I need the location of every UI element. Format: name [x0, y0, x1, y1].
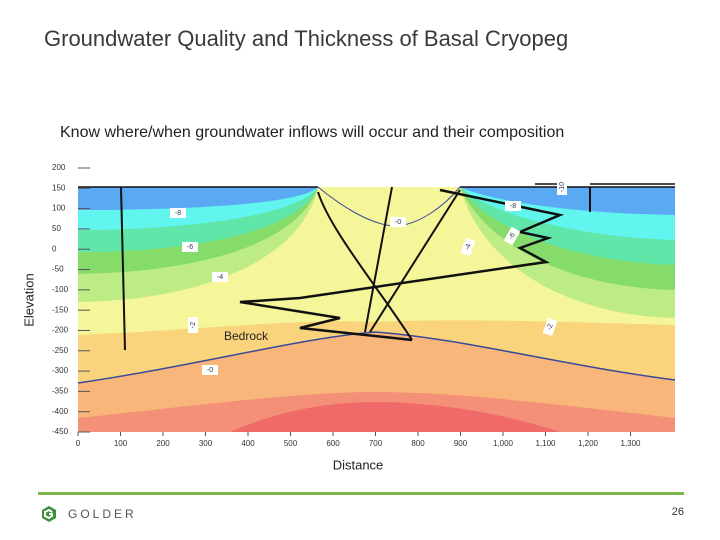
contour-label: -8: [170, 208, 186, 218]
well-trace: [369, 189, 461, 333]
label-box: [390, 217, 406, 227]
wells: [78, 183, 675, 351]
y-tick-label: -350: [52, 386, 69, 395]
contour-value: -10: [559, 182, 566, 192]
well-trace: [239, 188, 565, 342]
x-tick-label: 1,000: [493, 439, 514, 448]
contour-value: -6: [508, 232, 517, 241]
y-tick-label: -150: [52, 305, 69, 314]
contour-label: Bedrock: [224, 329, 269, 343]
contour-label: -8: [505, 201, 521, 211]
y-tick-label: -200: [52, 326, 69, 335]
x-tick-label: 1,300: [620, 439, 641, 448]
x-tick-label: 1,200: [578, 439, 599, 448]
contour-label: -0: [202, 365, 218, 375]
y-tick-label: -100: [52, 285, 69, 294]
label-box: [212, 272, 228, 282]
x-tick-label: 300: [199, 439, 213, 448]
logo-icon: [42, 506, 56, 522]
y-tick-label: 200: [52, 163, 66, 172]
footer-rule: [38, 492, 684, 495]
contour-label: -4: [212, 272, 228, 282]
contour-value: -6: [187, 244, 193, 251]
y-tick-label: -50: [52, 265, 64, 274]
contour-value: -4: [464, 243, 473, 251]
contour-line: [77, 331, 676, 384]
x-tick-label: 400: [241, 439, 255, 448]
label-box: [188, 317, 198, 333]
contour-label: -6: [182, 242, 198, 252]
contour-value: -8: [175, 210, 181, 217]
x-tick-label: 500: [284, 439, 298, 448]
page-number: 26: [671, 506, 684, 518]
well-trace: [317, 191, 413, 341]
contour-value: -2: [546, 323, 555, 331]
slide-subtitle: Know where/when groundwater inflows will…: [60, 124, 565, 141]
well-trace: [364, 186, 393, 333]
contour-value: -4: [217, 274, 223, 281]
label-box: [170, 208, 186, 218]
well-trace: [120, 186, 126, 351]
x-tick-label: 700: [369, 439, 383, 448]
x-tick-label: 0: [76, 439, 81, 448]
logo-text: GOLDER: [68, 507, 137, 521]
band: [460, 187, 675, 215]
x-tick-label: 1,100: [535, 439, 556, 448]
y-tick-label: 100: [52, 204, 66, 213]
chart: Elevation Distance 200150100500-50-100-1…: [21, 163, 676, 472]
band: [78, 187, 318, 210]
contour-label: -2: [188, 317, 198, 333]
y-axis-label: Elevation: [21, 273, 36, 326]
contour-bands: [77, 168, 676, 432]
contour-value: -2: [190, 322, 197, 328]
band: [230, 402, 560, 432]
label-box: [182, 242, 198, 252]
x-tick-label: 800: [411, 439, 425, 448]
region-label: Bedrock: [224, 329, 269, 343]
y-tick-label: -300: [52, 366, 69, 375]
label-box: [503, 226, 521, 246]
y-tick-label: -250: [52, 346, 69, 355]
y-tick-label: 0: [52, 244, 57, 253]
contour-label: -10: [557, 179, 567, 195]
y-tick-label: 150: [52, 183, 66, 192]
contour-value: -0: [395, 219, 401, 226]
contour-label: -6: [503, 226, 521, 246]
x-axis-label: Distance: [333, 457, 384, 472]
x-tick-label: 600: [326, 439, 340, 448]
label-box: [460, 237, 476, 257]
contour-value: -0: [207, 367, 213, 374]
contour-label: -2: [542, 317, 558, 337]
contour-value: -8: [510, 203, 516, 210]
y-tick-label: 50: [52, 224, 61, 233]
label-box: [505, 201, 521, 211]
x-tick-label: 100: [114, 439, 128, 448]
contour-label: -0: [390, 217, 406, 227]
label-box: [542, 317, 558, 337]
slide-title: Groundwater Quality and Thickness of Bas…: [44, 26, 569, 51]
label-box: [557, 179, 567, 195]
x-tick-label: 900: [454, 439, 468, 448]
contour-label: -4: [460, 237, 476, 257]
x-tick-label: 200: [156, 439, 170, 448]
y-tick-label: -400: [52, 407, 69, 416]
y-tick-label: -450: [52, 427, 69, 436]
label-box: [202, 365, 218, 375]
